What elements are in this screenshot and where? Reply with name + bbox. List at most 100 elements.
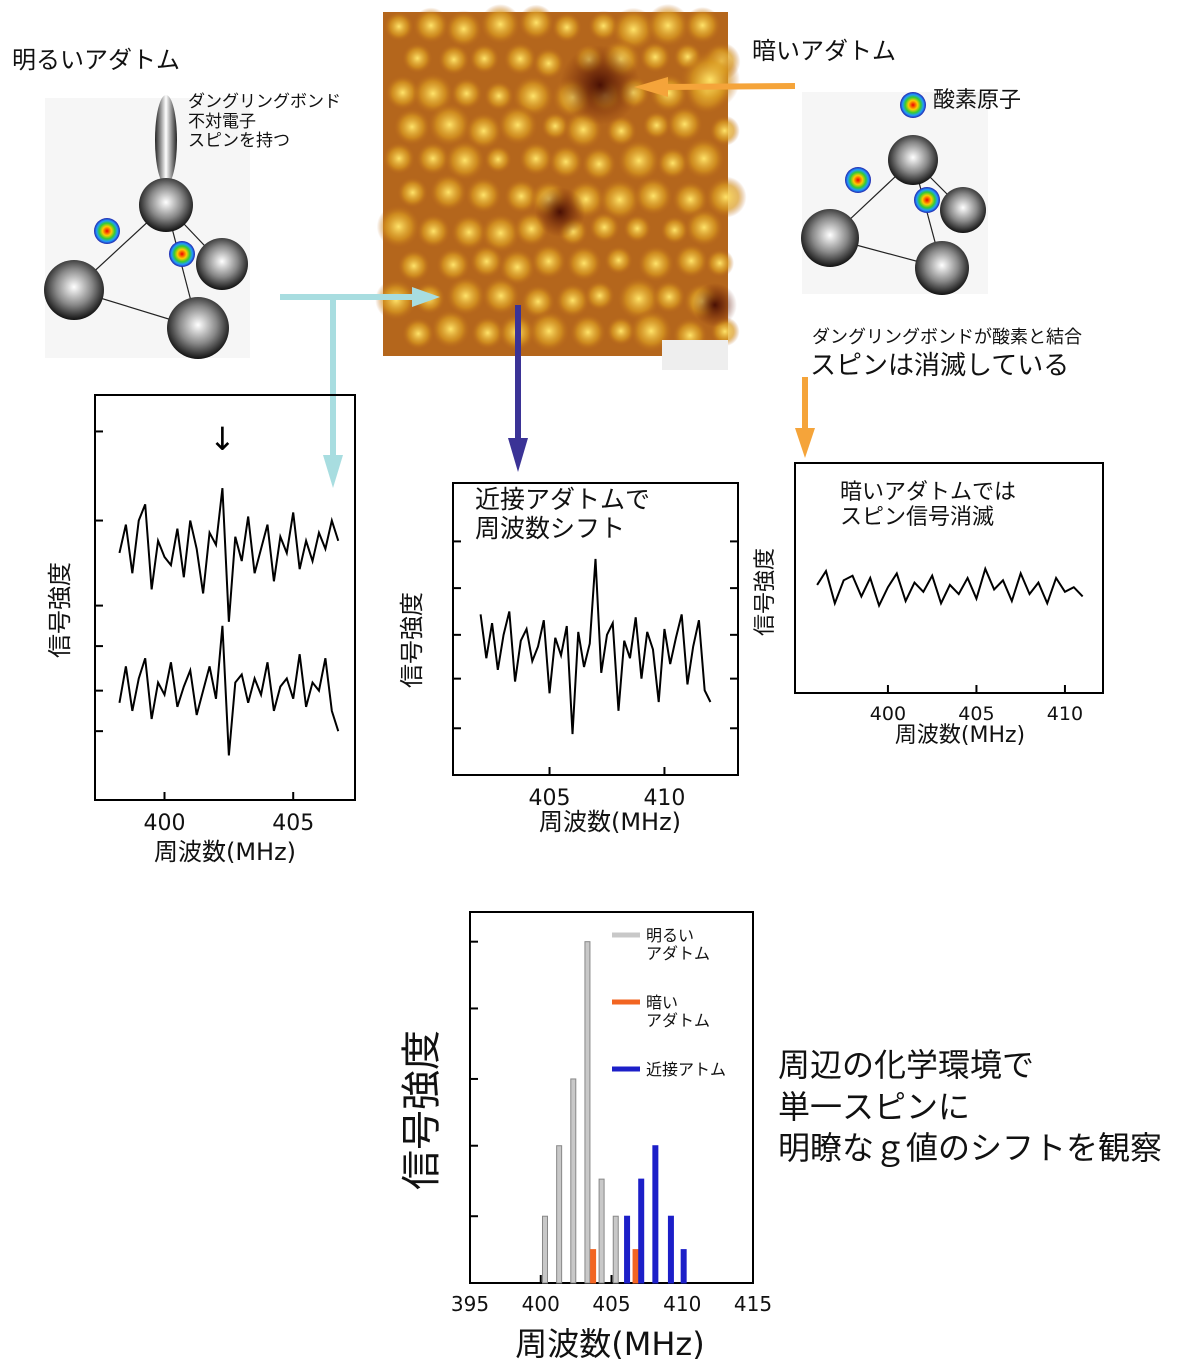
bar [681,1250,686,1283]
label: 暗いアダトム [752,38,896,66]
stm-blob [646,4,689,47]
bar [633,1250,638,1283]
arrow-annotation: ↓ [209,420,236,458]
stm-blob [465,177,502,214]
stm-blob [581,146,616,181]
legend-label: 暗い アダトム [646,994,710,1031]
stm-blob [484,145,512,173]
bar [571,1079,576,1283]
stm-blob [519,141,553,175]
stm-blob [706,249,735,278]
stm-blob [531,243,567,279]
y-axis-label: 信号強度 [753,548,778,636]
conclusion: 周辺の化学環境で 単一スピンに 明瞭なｇ値のシフトを観察 [778,1045,1162,1170]
x-axis-label: 周波数(MHz) [515,1325,704,1363]
stm-blob [416,214,450,248]
spectrum-line [119,488,338,622]
x-axis-label: 周波数(MHz) [154,838,296,866]
bar [591,1250,596,1283]
stm-blob [680,50,740,110]
stm-blob [377,205,421,249]
x-axis-label: 周波数(MHz) [895,723,1025,748]
x-tick-label: 405 [958,703,994,725]
stm-blob [555,283,590,318]
stm-blob [552,12,583,43]
stm-blob [402,317,434,349]
stm-pit [560,45,640,125]
x-tick-label: 400 [522,1292,560,1316]
stm-blob [397,177,428,208]
label: ダングリングボンドが酸素と結合 [812,328,1082,349]
dark-atom-diagram [801,92,988,295]
stm-blob [549,145,584,180]
stm-blob [497,105,538,146]
plot-frame [470,912,753,1283]
stm-blob [638,245,675,282]
stm-blob [431,309,470,348]
stm-blob [684,7,721,44]
bar [613,1216,618,1283]
bar [585,942,590,1283]
stm-blob [413,7,449,43]
stm-blob [469,43,499,73]
bar [639,1179,644,1283]
stm-blob [566,245,602,281]
stm-corner [662,340,728,370]
x-tick-label: 400 [144,811,186,836]
x-tick-label: 415 [734,1292,772,1316]
x-axis-label: 周波数(MHz) [539,808,681,836]
stm-blob [397,249,430,282]
y-axis-label: 信号強度 [399,1030,445,1190]
stm-blob [570,314,606,350]
x-tick-label: 400 [870,703,906,725]
x-tick-label: 410 [1047,703,1083,725]
stm-blob [528,311,569,352]
x-tick-label: 405 [592,1292,630,1316]
bar [625,1216,630,1283]
stm-blob [685,208,724,247]
stm-blob [518,5,554,41]
x-tick-label: 405 [272,811,314,836]
chart-annotation: 近接アダトムで 周波数シフト [475,486,650,544]
stm-blob [503,42,537,76]
stm-blob [470,245,504,279]
stm-blob [617,139,660,182]
label: 酸素原子 [933,88,1021,113]
bar [557,1146,562,1283]
spectrum-line [481,559,711,734]
bar [542,1216,547,1283]
stm-blob [480,4,521,45]
stm-pit [535,187,585,237]
spectrum-line [119,626,338,756]
chart-annotation: 暗いアダトムでは スピン信号消滅 [840,480,1016,531]
stm-blob [482,277,520,315]
stm-blob [533,48,565,80]
stm-blob [383,142,415,174]
label: スピンは消滅している [810,352,1069,382]
legend-label: 近接アトム [646,1061,726,1079]
label: ダングリングボンド 不対電子 スピンを持つ [188,93,341,152]
bar [668,1216,673,1283]
stm-blob [430,173,468,211]
stm-blob [585,281,615,311]
stm-image [375,4,746,370]
stm-blob [438,44,470,76]
stm-blob [653,280,686,313]
stm-blob [639,41,671,73]
x-tick-label: 395 [451,1292,489,1316]
spectrum-line [817,569,1083,606]
stm-blob [674,244,708,278]
x-tick-label: 410 [663,1292,701,1316]
y-axis-label: 信号強度 [46,562,74,658]
stm-blob [660,216,689,245]
stm-blob [623,214,651,242]
stm-pit [693,283,737,327]
stm-blob [384,12,414,42]
figure: 400405周波数(MHz)信号強度↓405410周波数(MHz)信号強度400… [0,0,1182,1371]
stm-blob [604,246,633,275]
bar [599,1179,604,1283]
stm-blob [634,176,673,215]
stm-blob [666,106,703,143]
stm-blob [393,108,430,145]
stm-blob [589,212,620,243]
